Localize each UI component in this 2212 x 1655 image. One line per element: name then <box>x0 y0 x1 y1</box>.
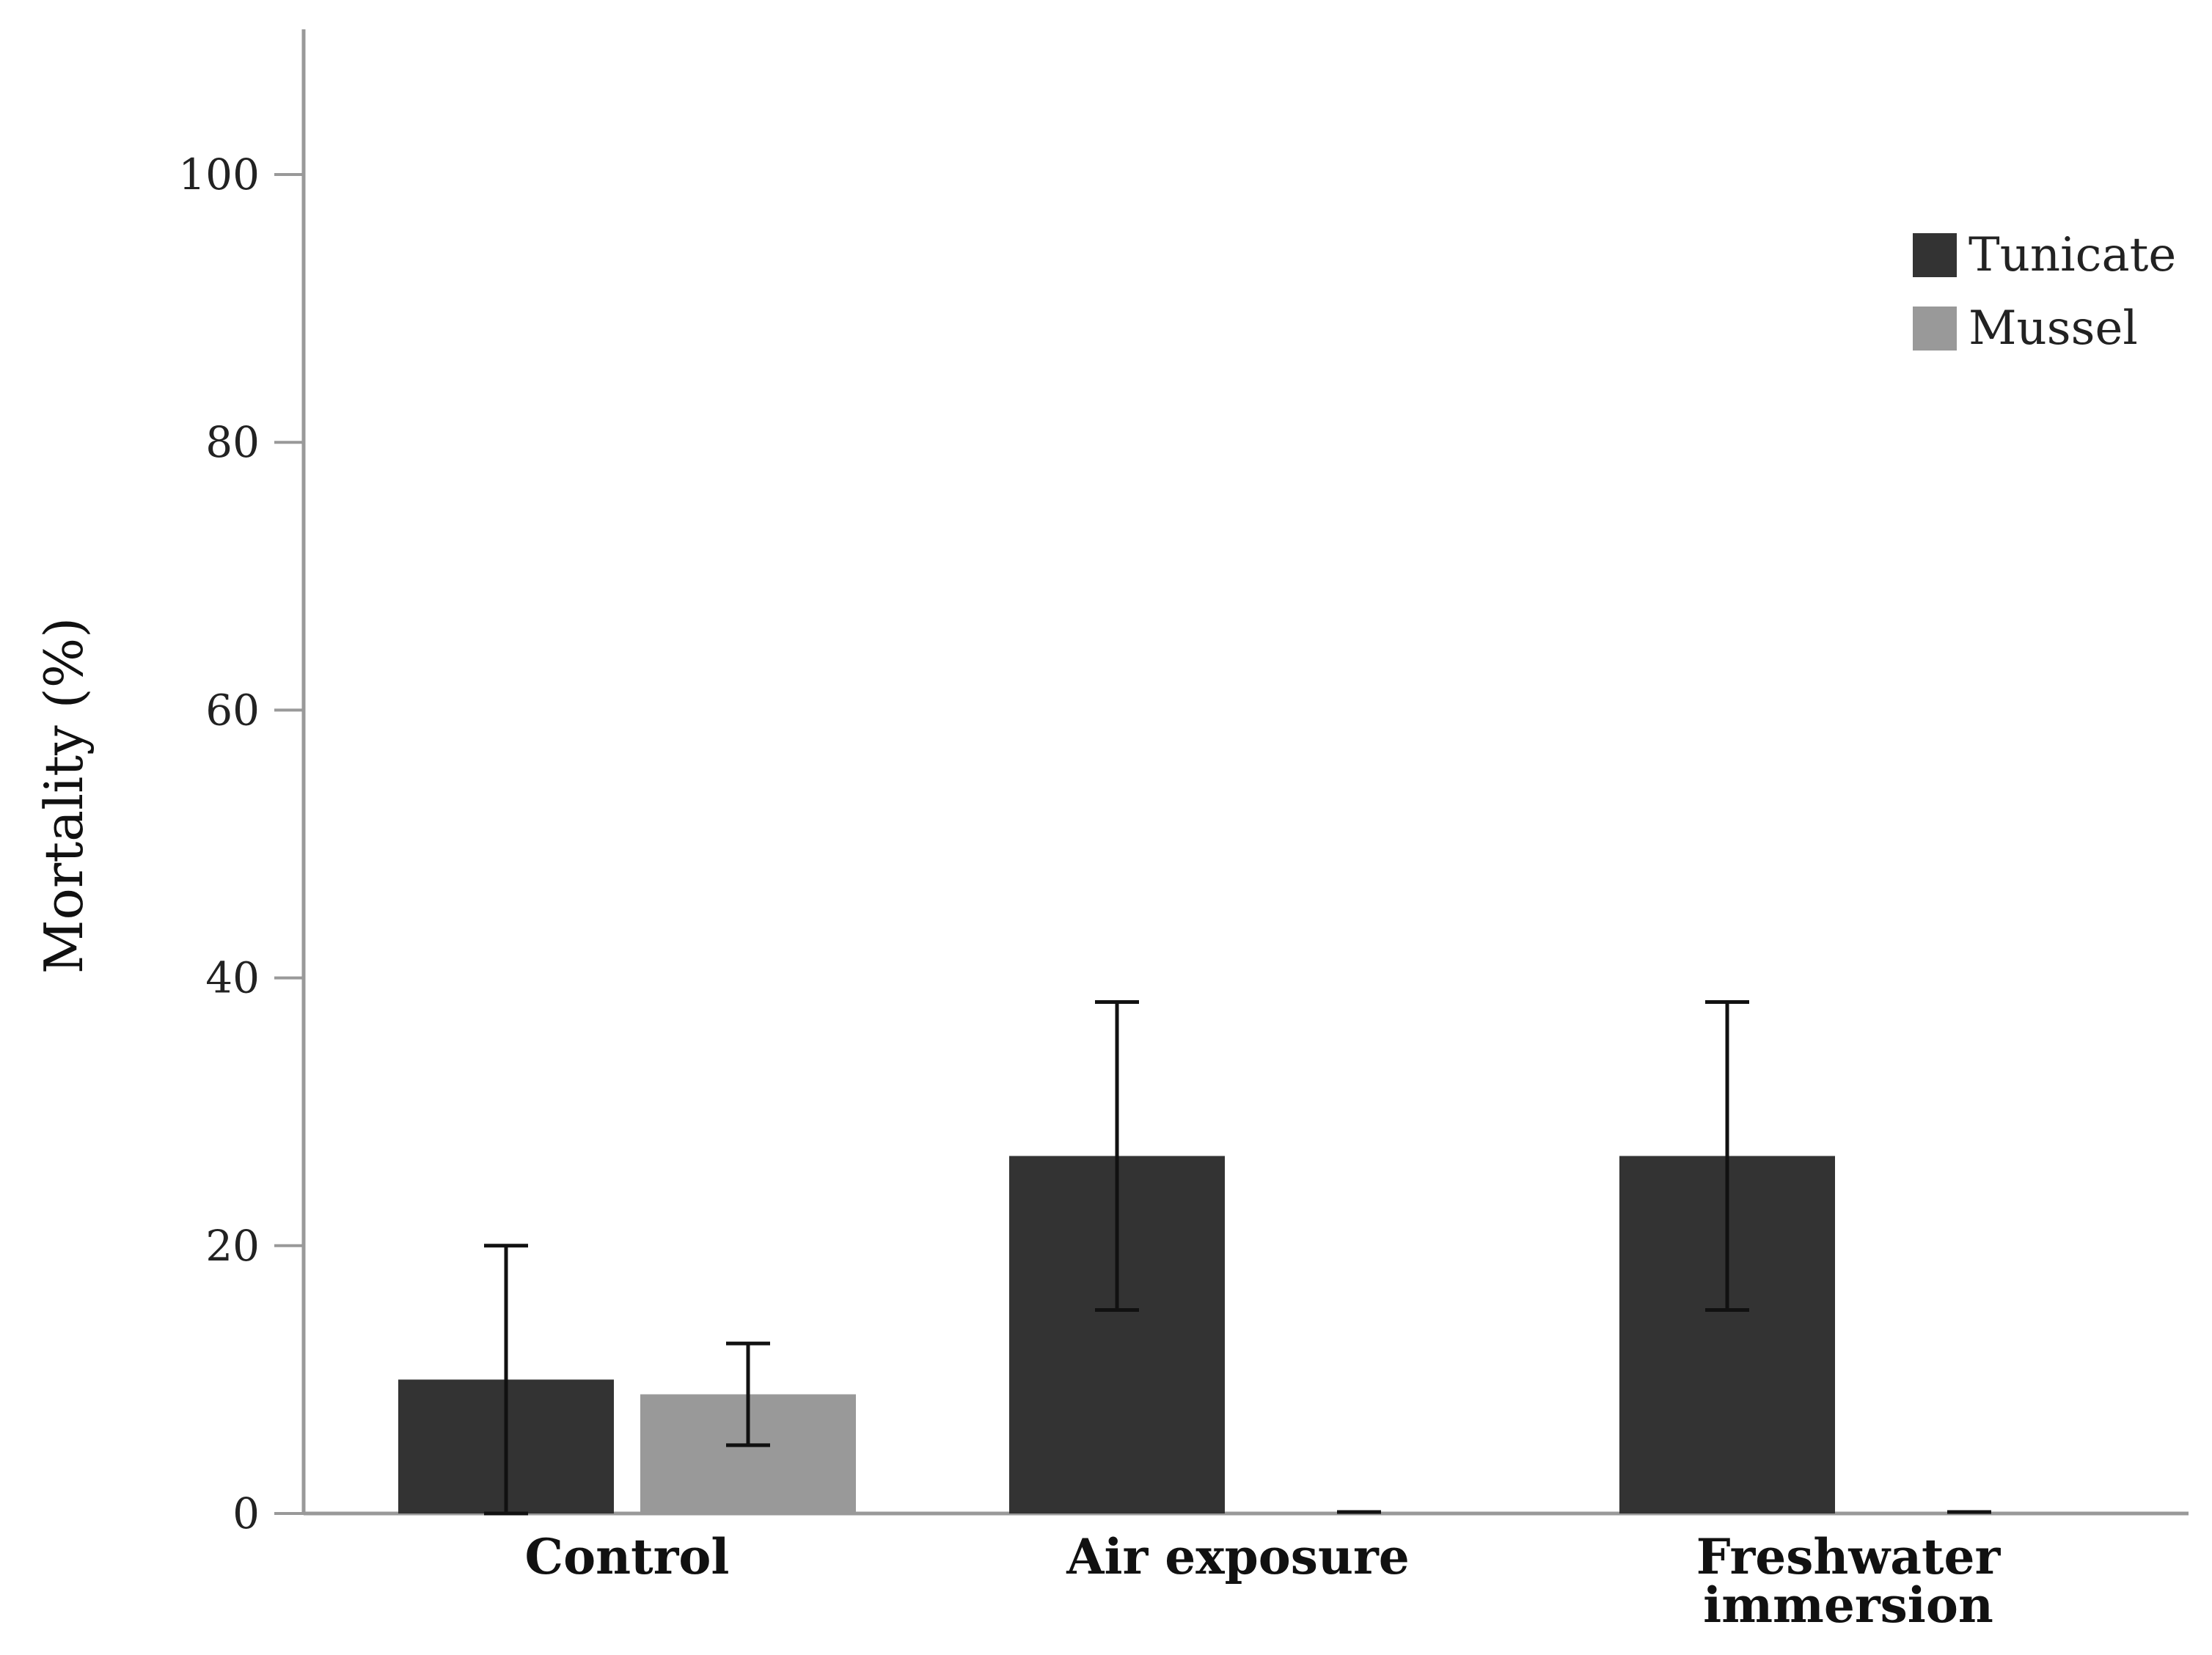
legend-label: Tunicate <box>1969 228 2176 282</box>
y-tick-label: 60 <box>205 685 260 735</box>
y-tick-label: 40 <box>205 953 260 1003</box>
y-tick-label: 100 <box>178 150 260 199</box>
category-label: Control <box>525 1528 730 1585</box>
legend-swatch-mussel <box>1913 307 1957 351</box>
labels: 0 20 40 60 80 100 Mortality (%) Control Air expo… <box>33 150 2001 1634</box>
y-tick-label: 80 <box>205 417 260 467</box>
legend-swatch-tunicate <box>1913 233 1957 277</box>
category-label: Freshwater <box>1696 1528 2002 1585</box>
error-bars <box>484 999 1991 1516</box>
y-axis-label: Mortality (%) <box>33 617 95 975</box>
legend-label: Mussel <box>1969 301 2138 356</box>
y-tick-label: 0 <box>232 1489 260 1538</box>
legend: Tunicate Mussel <box>1913 228 2176 356</box>
axes <box>274 29 2189 1516</box>
category-label: immersion <box>1703 1577 1993 1634</box>
y-tick-label: 20 <box>205 1221 260 1271</box>
category-label: Air exposure <box>1066 1528 1409 1585</box>
